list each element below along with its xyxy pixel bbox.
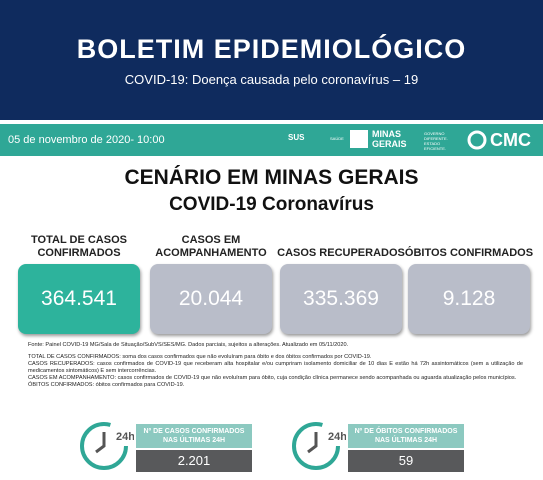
card-value: 335.369 — [280, 264, 402, 334]
state-logo: MINAS GERAIS — [372, 129, 407, 149]
sus-logo: SUS — [288, 133, 305, 142]
cmc-logo: CMC — [490, 130, 531, 150]
daily-label: Nº DE CASOS CONFIRMADOS NAS ÚLTIMAS 24H — [136, 424, 252, 448]
clock-icon: 24h — [80, 422, 134, 470]
date: 05 de novembro de 2020- 10:00 — [8, 134, 165, 146]
clock-icon: 24h — [292, 422, 346, 470]
header — [0, 0, 543, 120]
definition: CASOS EM ACOMPANHAMENTO: casos confirmad… — [28, 375, 517, 381]
section-subtitle: COVID-19 Coronavírus — [169, 194, 374, 215]
mg-icon — [350, 130, 368, 148]
source: Fonte: Painel COVID-19 MG/Sala de Situaç… — [28, 342, 349, 348]
definition: CASOS RECUPERADOS: casos confirmados de … — [28, 361, 523, 374]
card-label: CASOS RECUPERADOS — [277, 247, 405, 259]
clock-label: 24h — [328, 431, 346, 443]
card-value: 20.044 — [150, 264, 272, 334]
card-value: 364.541 — [18, 264, 140, 334]
date-bar — [0, 124, 543, 156]
clock-label: 24h — [116, 431, 134, 443]
definition: ÓBITOS CONFIRMADOS: óbitos confirmados p… — [28, 382, 185, 388]
card-label: CASOS EM ACOMPANHAMENTO — [155, 234, 267, 259]
cmc-icon — [467, 130, 487, 150]
clock-ring — [292, 422, 340, 470]
slogan: GOVERNO DIFERENTE. ESTADO EFICIENTE. — [424, 131, 448, 151]
daily-label: Nº DE ÓBITOS CONFIRMADOS NAS ÚLTIMAS 24H — [348, 424, 464, 448]
daily-value: 59 — [348, 450, 464, 472]
subtitle: COVID-19: Doença causada pelo coronavíru… — [124, 72, 419, 87]
clock-hands — [95, 432, 106, 454]
clock-hands — [307, 432, 318, 454]
card-value: 9.128 — [408, 264, 530, 334]
card-label: ÓBITOS CONFIRMADOS — [404, 247, 534, 259]
title: BOLETIM EPIDEMIOLÓGICO — [76, 34, 467, 64]
clock-ring — [80, 422, 128, 470]
saude-logo: SAÚDE — [330, 136, 344, 141]
section-title: CENÁRIO EM MINAS GERAIS — [124, 166, 419, 189]
definition: TOTAL DE CASOS CONFIRMADOS: soma dos cas… — [28, 354, 372, 360]
card-label: TOTAL DE CASOS CONFIRMADOS — [31, 234, 127, 259]
definitions: TOTAL DE CASOS CONFIRMADOS: soma dos cas… — [28, 354, 523, 389]
daily-value: 2.201 — [136, 450, 252, 472]
